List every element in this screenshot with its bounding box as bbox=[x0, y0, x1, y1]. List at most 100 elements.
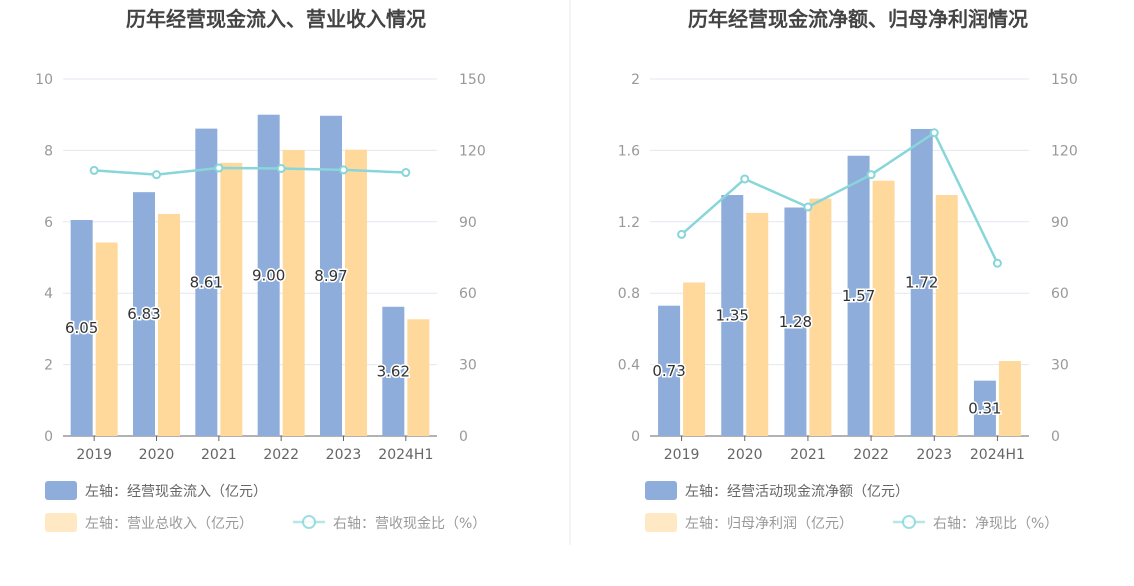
chart2-bar-left-series1 bbox=[721, 195, 744, 436]
chart2-right-tick-label: 150 bbox=[1051, 72, 1078, 88]
chart1-x-tick-label: 2019 bbox=[76, 447, 112, 463]
chart2-bar-left-series2 bbox=[683, 282, 706, 436]
chart2-right-tick-label: 60 bbox=[1051, 286, 1069, 302]
chart1-bar-left-series1 bbox=[133, 192, 155, 436]
chart1-bar-left-series1 bbox=[320, 115, 342, 437]
chart1-bar-left-series2 bbox=[282, 150, 305, 436]
chart1-bar-left-series2 bbox=[95, 242, 118, 436]
chart2-legend-label-line: 右轴：净现比（%） bbox=[933, 516, 1058, 532]
chart1-left-tick-label: 6 bbox=[44, 215, 53, 231]
chart1-bar-data-label: 3.62 bbox=[377, 362, 410, 380]
chart2-bar-data-label: 0.73 bbox=[652, 362, 685, 380]
chart1-bar-data-label: 8.97 bbox=[314, 267, 347, 285]
chart2-line-point bbox=[866, 170, 876, 180]
chart1-right-tick-label: 0 bbox=[459, 429, 468, 445]
chart1-bar-left-series1 bbox=[382, 306, 405, 436]
chart1-x-tick-label: 2020 bbox=[139, 447, 175, 463]
chart1-title: 历年经营现金流入、营业收入情况 bbox=[126, 7, 426, 31]
chart2-left-tick-label: 0.8 bbox=[618, 286, 640, 302]
chart1-right-tick-label: 150 bbox=[459, 72, 486, 88]
chart1-bar-data-label: 6.05 bbox=[65, 319, 98, 337]
chart2-x-tick-label: 2022 bbox=[853, 447, 889, 463]
chart1-right-tick-label: 120 bbox=[459, 143, 486, 159]
chart1-x-tick-label: 2024H1 bbox=[378, 447, 433, 463]
chart1-right-tick-label: 90 bbox=[459, 215, 477, 231]
chart2-x-tick-label: 2019 bbox=[664, 447, 700, 463]
chart2-legend-swatch-bar2 bbox=[645, 513, 677, 532]
chart1-legend-swatch-line-marker bbox=[302, 515, 316, 529]
chart2-right-tick-label: 0 bbox=[1051, 429, 1060, 445]
chart2-bar-left-series2 bbox=[872, 180, 895, 436]
chart2-right-tick-label: 30 bbox=[1051, 358, 1069, 374]
chart1-right-tick-label: 30 bbox=[459, 358, 477, 374]
chart1-bar-data-label: 8.61 bbox=[190, 273, 223, 291]
chart1-right-tick-label: 60 bbox=[459, 286, 477, 302]
chart1-bar-left-series2 bbox=[220, 162, 243, 436]
chart1-line-point bbox=[339, 165, 348, 175]
chart2-x-tick-label: 2023 bbox=[916, 447, 952, 463]
chart2-bar-left-series2 bbox=[935, 195, 958, 436]
chart2-right-tick-label: 120 bbox=[1051, 143, 1078, 159]
chart2-legend-label-bar1: 左轴：经营活动现金流净额（亿元） bbox=[685, 484, 909, 500]
chart1-left-tick-label: 4 bbox=[44, 286, 53, 302]
chart1-line-series bbox=[94, 166, 406, 176]
chart2-legend-swatch-bar1 bbox=[645, 481, 677, 500]
chart2-line-point bbox=[740, 174, 750, 184]
chart1-bar-data-label: 9.00 bbox=[252, 266, 285, 284]
chart1-bar-left-series2 bbox=[407, 319, 430, 436]
chart2-bar-data-label: 0.31 bbox=[968, 399, 1001, 417]
chart2-bar-data-label: 1.72 bbox=[905, 273, 938, 291]
chart1-line-point bbox=[89, 165, 99, 175]
chart2-x-tick-label: 2021 bbox=[790, 447, 826, 463]
chart1-left-tick-label: 2 bbox=[44, 358, 53, 374]
chart1-legend-swatch-bar2 bbox=[45, 513, 77, 532]
chart1-line-point bbox=[152, 170, 161, 180]
chart2-bar-data-label: 1.28 bbox=[779, 313, 812, 331]
chart2-title: 历年经营现金流净额、归母净利润情况 bbox=[688, 7, 1028, 31]
chart2-bar-data-label: 1.35 bbox=[716, 307, 749, 325]
chart2-bar-left-series2 bbox=[998, 361, 1021, 436]
chart2-line-point bbox=[677, 229, 687, 239]
chart2-line-point bbox=[803, 202, 813, 212]
chart2-x-tick-label: 2024H1 bbox=[970, 447, 1025, 463]
chart2-legend-label-bar2: 左轴：归母净利润（亿元） bbox=[685, 515, 853, 532]
chart1-x-tick-label: 2021 bbox=[201, 447, 237, 463]
chart2-bar-left-series1 bbox=[973, 380, 996, 436]
chart2-left-tick-label: 2 bbox=[631, 72, 640, 88]
chart2-line-point bbox=[929, 128, 939, 138]
chart2-left-tick-label: 0 bbox=[631, 429, 640, 445]
chart2-left-tick-label: 1.6 bbox=[618, 143, 640, 159]
chart2-left-tick-label: 0.4 bbox=[618, 358, 640, 374]
chart1-bar-left-series1 bbox=[70, 220, 93, 436]
chart2-bar-left-series1 bbox=[658, 305, 681, 436]
chart2-bar-left-series2 bbox=[746, 212, 769, 436]
chart1-legend-label-bar1: 左轴：经营现金流入（亿元） bbox=[85, 484, 267, 500]
chart1-left-tick-label: 10 bbox=[35, 72, 53, 88]
chart2-right-tick-label: 90 bbox=[1051, 215, 1069, 231]
chart1-bar-left-series2 bbox=[345, 149, 367, 436]
chart1-line-point bbox=[401, 168, 411, 178]
chart1-line-point bbox=[214, 163, 224, 173]
chart1-x-tick-label: 2022 bbox=[263, 447, 299, 463]
chart1-left-tick-label: 0 bbox=[44, 429, 53, 445]
chart2-line-point bbox=[992, 258, 1002, 268]
chart2-bar-left-series1 bbox=[910, 128, 933, 437]
chart2-bar-left-series1 bbox=[847, 155, 870, 436]
chart1-x-tick-label: 2023 bbox=[326, 447, 362, 463]
chart2-bar-left-series2 bbox=[809, 198, 832, 436]
chart2-line-series bbox=[680, 130, 999, 264]
chart1-legend-label-line: 右轴：营收现金比（%） bbox=[333, 516, 486, 532]
chart1-bar-left-series1 bbox=[195, 128, 218, 437]
chart1-left-tick-label: 8 bbox=[44, 143, 53, 159]
chart2-bar-data-label: 1.57 bbox=[842, 287, 875, 305]
chart1-bar-left-series2 bbox=[158, 213, 180, 436]
chart1-legend-swatch-bar1 bbox=[45, 481, 77, 500]
chart2-legend-swatch-line-marker bbox=[902, 515, 916, 529]
chart2-bar-left-series1 bbox=[784, 207, 807, 436]
chart2-left-tick-label: 1.2 bbox=[618, 215, 640, 231]
chart1-bar-data-label: 6.83 bbox=[127, 305, 160, 323]
chart1-legend-label-bar2: 左轴：营业总收入（亿元） bbox=[85, 516, 253, 532]
chart1-line-point bbox=[276, 163, 286, 173]
